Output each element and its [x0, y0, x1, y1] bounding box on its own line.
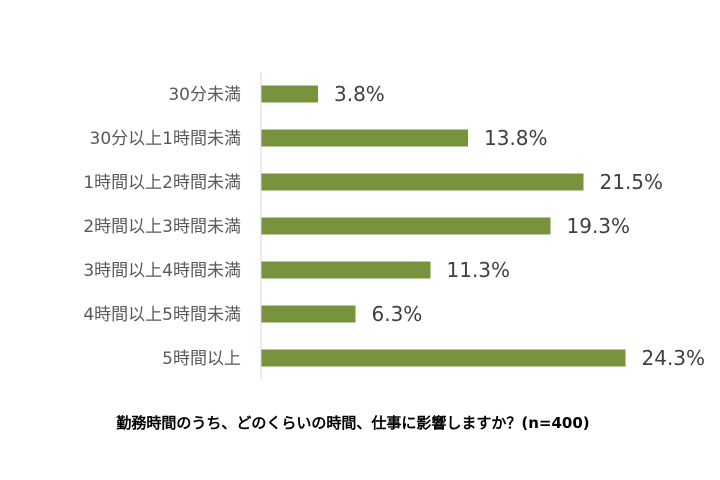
value-label: 24.3%	[642, 346, 706, 370]
bar	[261, 85, 318, 103]
category-labels: 30分未満 30分以上1時間未満 1時間以上2時間未満 2時間以上3時間未満 3時間以上…	[83, 85, 241, 369]
value-label: 3.8%	[334, 82, 385, 106]
category-label: 30分未満	[168, 85, 241, 105]
bar	[261, 349, 626, 367]
category-label: 2時間以上3時間未満	[83, 217, 241, 237]
category-label: 30分以上1時間未満	[90, 129, 241, 149]
chart-caption: 勤務時間のうち、どのくらいの時間、仕事に影響しますか？(n=400)	[116, 414, 589, 432]
category-label: 5時間以上	[162, 349, 241, 369]
category-label: 1時間以上2時間未満	[83, 173, 241, 193]
value-label: 6.3%	[372, 302, 423, 326]
bar	[261, 305, 356, 323]
bars-group	[261, 85, 626, 367]
bar	[261, 129, 468, 147]
bar	[261, 173, 584, 191]
value-label: 19.3%	[567, 214, 631, 238]
value-labels: 3.8% 13.8% 21.5% 19.3% 11.3% 6.3% 24.3%	[334, 82, 705, 370]
bar	[261, 217, 551, 235]
bar	[261, 261, 431, 279]
value-label: 13.8%	[484, 126, 548, 150]
category-label: 3時間以上4時間未満	[83, 261, 241, 281]
value-label: 11.3%	[447, 258, 511, 282]
value-label: 21.5%	[600, 170, 664, 194]
category-label: 4時間以上5時間未満	[83, 305, 241, 325]
